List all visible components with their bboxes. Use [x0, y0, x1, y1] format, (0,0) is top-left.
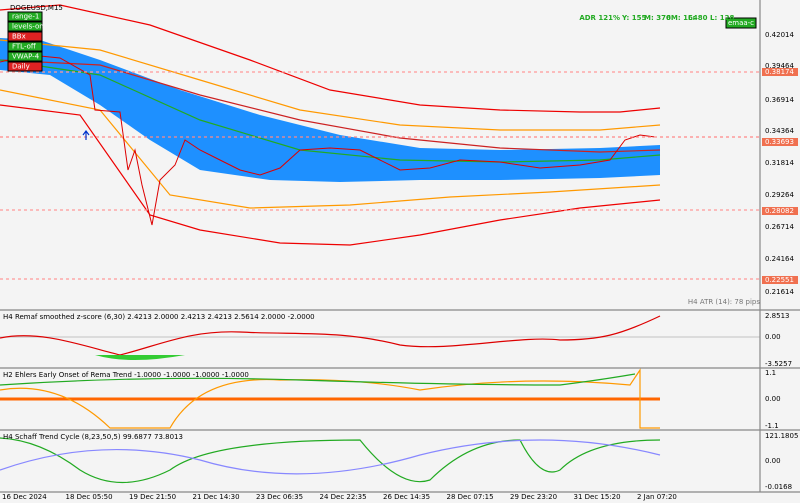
- level-label: 0.22551: [765, 276, 794, 284]
- price-label: 0.39464: [765, 62, 794, 70]
- time-label: 23 Dec 06:35: [256, 493, 303, 501]
- stat: 6M: 164: [666, 14, 698, 22]
- level-tag: [762, 138, 798, 146]
- button[interactable]: [725, 17, 757, 29]
- stat: ADR 121%: [579, 14, 620, 22]
- level-tag: [762, 207, 798, 215]
- level-label: 0.33693: [765, 138, 794, 146]
- panel-axis-label: 121.1805: [765, 432, 798, 440]
- panel-title: H4 Schaff Trend Cycle (8,23,50,5) 99.687…: [3, 433, 183, 441]
- button[interactable]: [7, 21, 43, 32]
- schaff-signal: [0, 439, 661, 475]
- time-label: 21 Dec 14:30: [193, 493, 240, 501]
- button[interactable]: [7, 11, 43, 22]
- level-label: 0.38174: [765, 68, 794, 76]
- button[interactable]: [7, 41, 43, 52]
- symbol: DOGEUSD,M15: [10, 4, 63, 12]
- price-label: 0.24164: [765, 255, 794, 263]
- price-label: 0.21614: [765, 288, 794, 296]
- button-label[interactable]: Daily: [12, 63, 30, 71]
- panel-axis-label: 0.00: [765, 333, 781, 341]
- envelope: [0, 104, 661, 246]
- time-label: 31 Dec 15:20: [574, 493, 621, 501]
- stat: M: 370: [644, 14, 671, 22]
- time-label: 18 Dec 05:50: [66, 493, 113, 501]
- button-label[interactable]: range-1: [12, 13, 39, 21]
- envelope: [0, 89, 661, 209]
- price-label: 0.34364: [765, 127, 794, 135]
- average: [0, 59, 661, 163]
- button-label[interactable]: BBx: [12, 33, 26, 41]
- band: [0, 38, 660, 182]
- panel-axis-label: 0.00: [765, 457, 781, 465]
- time-label: 19 Dec 21:50: [129, 493, 176, 501]
- panel-axis-label: 1.1: [765, 369, 776, 377]
- main-indicators: [0, 4, 760, 280]
- level-label: 0.28082: [765, 207, 794, 215]
- time-label: 2 Jan 07:20: [637, 493, 677, 501]
- button[interactable]: [7, 51, 43, 62]
- level-tag: [762, 276, 798, 284]
- button[interactable]: [7, 31, 43, 42]
- atr-label: H4 ATR (14): 78 pips: [688, 298, 760, 306]
- z-score: [0, 315, 661, 356]
- stat: L: 80: [688, 14, 708, 22]
- envelope: [0, 4, 661, 113]
- time-label: 28 Dec 07:15: [447, 493, 494, 501]
- stat: Y: 155: [621, 14, 646, 22]
- button-label[interactable]: levels-on: [12, 23, 44, 31]
- onset-green: [0, 373, 636, 386]
- price-label: 0.36914: [765, 96, 794, 104]
- panel-title: H2 Ehlers Early Onset of Rema Trend -1.0…: [3, 371, 249, 379]
- schaff: [0, 437, 661, 484]
- button-label[interactable]: emaa-c: [728, 19, 754, 27]
- panel-axis-label: -0.0168: [765, 483, 792, 491]
- price-label: 0.42014: [765, 31, 794, 39]
- z-score-fill: [95, 355, 185, 360]
- average: [0, 59, 661, 153]
- panel-axis-label: -3.5257: [765, 360, 792, 368]
- price-label: 0.26714: [765, 223, 794, 231]
- level-tag: [762, 68, 798, 76]
- envelope: [0, 39, 661, 131]
- time-label: 24 Dec 22:35: [320, 493, 367, 501]
- time-label: 29 Dec 23:20: [510, 493, 557, 501]
- panel-axis-label: 2.8513: [765, 312, 790, 320]
- price: [0, 54, 656, 226]
- price-label: 0.31814: [765, 159, 794, 167]
- level: [0, 71, 760, 280]
- stat: L: 128: [710, 14, 734, 22]
- panel-title: H4 Remaf smoothed z-score (6,30) 2.4213 …: [3, 313, 315, 321]
- button[interactable]: [7, 61, 43, 72]
- panel-axis-label: 0.00: [765, 395, 781, 403]
- time-label: 26 Dec 14:35: [383, 493, 430, 501]
- arrow: [82, 130, 90, 140]
- panel-axis-label: -1.1: [765, 422, 779, 430]
- price-label: 0.29264: [765, 191, 794, 199]
- time-label: 16 Dec 2024: [2, 493, 47, 501]
- button-label[interactable]: VWAP-4: [12, 53, 40, 61]
- button-label[interactable]: FTL-off: [12, 43, 36, 51]
